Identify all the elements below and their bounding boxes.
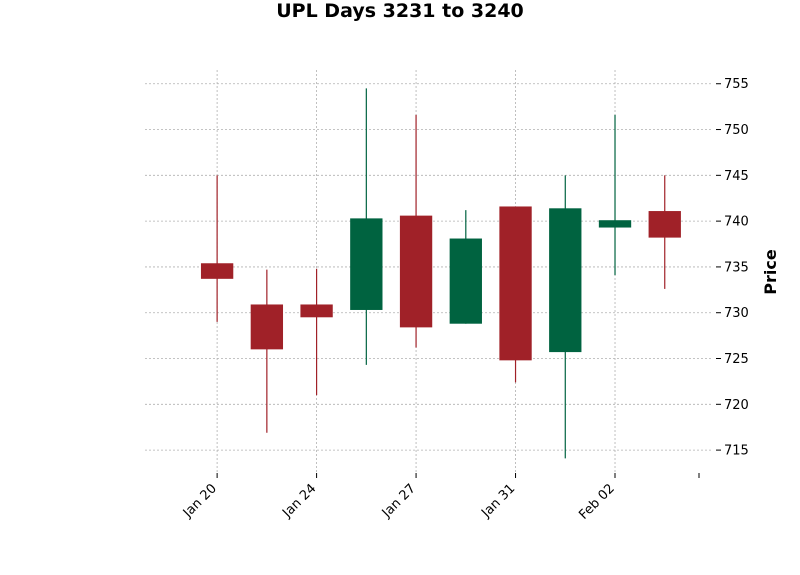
candle-body bbox=[399, 215, 433, 328]
candle bbox=[598, 114, 632, 276]
candle-body bbox=[200, 263, 234, 279]
y-tick-label: 735 bbox=[724, 260, 749, 275]
candle bbox=[250, 269, 284, 433]
y-tick-label: 750 bbox=[724, 123, 749, 138]
candle bbox=[449, 210, 482, 324]
candle-body bbox=[350, 218, 383, 310]
candle bbox=[648, 175, 681, 289]
candle-body bbox=[598, 220, 632, 228]
x-axis: Jan 20 Jan 24 Jan 27 Jan 31 Feb 02 bbox=[180, 473, 700, 523]
x-tick-label: Jan 24 bbox=[279, 481, 319, 521]
y-tick-label: 745 bbox=[724, 169, 749, 184]
candle-body bbox=[499, 206, 532, 361]
candle-body bbox=[549, 208, 582, 353]
candle bbox=[549, 175, 582, 459]
candles bbox=[200, 88, 681, 459]
chart-title: UPL Days 3231 to 3240 bbox=[276, 0, 524, 22]
x-tick-label: Jan 31 bbox=[478, 481, 518, 521]
y-tick-label: 740 bbox=[724, 215, 749, 230]
y-tick-label: 720 bbox=[724, 398, 749, 413]
candle-body bbox=[449, 238, 482, 324]
x-tick-label: Jan 20 bbox=[180, 481, 220, 521]
candle bbox=[300, 268, 333, 396]
candle-body bbox=[300, 304, 333, 318]
candle bbox=[350, 88, 383, 365]
y-tick-label: 730 bbox=[724, 306, 749, 321]
y-tick-label: 755 bbox=[724, 77, 749, 92]
candle-body bbox=[250, 304, 284, 350]
y-tick-label: 725 bbox=[724, 352, 749, 367]
candle bbox=[399, 114, 433, 348]
candle bbox=[499, 206, 532, 383]
candle bbox=[200, 175, 234, 322]
y-axis: 715 720 725 730 735 740 745 750 755 bbox=[716, 77, 749, 459]
candle-body bbox=[648, 211, 681, 238]
y-axis-label: Price bbox=[761, 249, 780, 295]
y-tick-label: 715 bbox=[724, 444, 749, 459]
x-tick-label: Feb 02 bbox=[576, 481, 618, 523]
x-tick-label: Jan 27 bbox=[379, 481, 419, 521]
